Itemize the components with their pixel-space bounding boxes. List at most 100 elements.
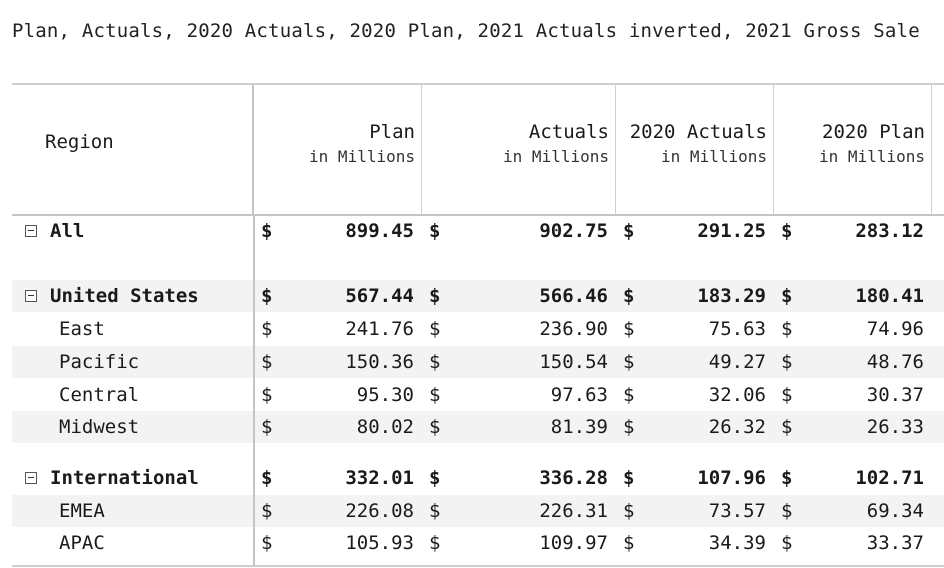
- currency-symbol: $: [781, 285, 793, 307]
- header-actuals-unit: in Millions: [503, 147, 609, 166]
- cell-value: 74.96: [866, 318, 924, 340]
- cell-value: 107.96: [697, 467, 766, 489]
- header-actuals[interactable]: Actuals in Millions: [422, 85, 616, 214]
- cell-value: 180.41: [855, 285, 924, 307]
- currency-symbol: $: [781, 318, 793, 340]
- currency-symbol: $: [781, 500, 793, 522]
- row-label: United States: [50, 285, 199, 307]
- row-label: Midwest: [59, 416, 140, 438]
- currency-symbol: $: [261, 318, 273, 340]
- cell-value: 902.75: [539, 220, 608, 242]
- cell-value: 48.76: [866, 351, 924, 373]
- cell-value: 150.54: [539, 351, 608, 373]
- collapse-toggle-icon[interactable]: [25, 472, 37, 484]
- cell-value: 30.37: [866, 384, 924, 406]
- chart-title: Plan, Actuals, 2020 Actuals, 2020 Plan, …: [12, 20, 920, 42]
- currency-symbol: $: [781, 220, 793, 242]
- currency-symbol: $: [429, 220, 441, 242]
- currency-symbol: $: [781, 384, 793, 406]
- cell-value: 102.71: [855, 467, 924, 489]
- table-row: EMEA $226.08 $226.31 $73.57 $69.34: [12, 495, 944, 527]
- header-2020-plan-unit: in Millions: [819, 147, 925, 166]
- currency-symbol: $: [623, 285, 635, 307]
- cell-value: 33.37: [866, 532, 924, 554]
- cell-value: 150.36: [345, 351, 414, 373]
- row-label: East: [59, 318, 105, 340]
- cell-value: 81.39: [550, 416, 608, 438]
- collapse-toggle-icon[interactable]: [25, 290, 37, 302]
- currency-symbol: $: [781, 351, 793, 373]
- cell-value: 566.46: [539, 285, 608, 307]
- row-label: EMEA: [59, 500, 105, 522]
- header-plan-unit: in Millions: [309, 147, 415, 166]
- currency-symbol: $: [623, 467, 635, 489]
- table-row: APAC $105.93 $109.97 $34.39 $33.37: [12, 527, 944, 559]
- region-column-divider: [253, 214, 255, 565]
- cell-value: 183.29: [697, 285, 766, 307]
- table-row: Central $95.30 $97.63 $32.06 $30.37: [12, 379, 944, 411]
- row-label: All: [50, 220, 85, 242]
- cell-value: 49.27: [708, 351, 766, 373]
- cell-value: 283.12: [855, 220, 924, 242]
- collapse-toggle-icon[interactable]: [25, 225, 37, 237]
- currency-symbol: $: [781, 532, 793, 554]
- cell-value: 226.08: [345, 500, 414, 522]
- cell-value: 567.44: [345, 285, 414, 307]
- group-row: International $332.01 $336.28 $107.96 $102.7…: [12, 462, 944, 494]
- cell-value: 105.93: [345, 532, 414, 554]
- row-label: Central: [59, 384, 140, 406]
- cell-value: 26.32: [708, 416, 766, 438]
- pivot-grid: Region Plan in Millions Actuals in Milli…: [12, 83, 944, 567]
- cell-value: 69.34: [866, 500, 924, 522]
- cell-value: 109.97: [539, 532, 608, 554]
- header-actuals-label: Actuals: [528, 121, 609, 143]
- currency-symbol: $: [429, 467, 441, 489]
- currency-symbol: $: [429, 532, 441, 554]
- currency-symbol: $: [429, 500, 441, 522]
- currency-symbol: $: [429, 384, 441, 406]
- currency-symbol: $: [623, 500, 635, 522]
- row-label: APAC: [59, 532, 105, 554]
- group-row: United States $567.44 $566.46 $183.29 $180.4…: [12, 280, 944, 312]
- cell-value: 97.63: [550, 384, 608, 406]
- currency-symbol: $: [261, 500, 273, 522]
- currency-symbol: $: [261, 532, 273, 554]
- cell-value: 241.76: [345, 318, 414, 340]
- currency-symbol: $: [623, 220, 635, 242]
- currency-symbol: $: [429, 416, 441, 438]
- currency-symbol: $: [429, 285, 441, 307]
- header-2020-plan[interactable]: 2020 Plan in Millions: [774, 85, 932, 214]
- currency-symbol: $: [623, 351, 635, 373]
- currency-symbol: $: [429, 318, 441, 340]
- header-2020-actuals-unit: in Millions: [661, 147, 767, 166]
- header-region-label: Region: [45, 131, 114, 153]
- cell-value: 73.57: [708, 500, 766, 522]
- table-row: Midwest $80.02 $81.39 $26.32 $26.33: [12, 411, 944, 443]
- table-row: East $241.76 $236.90 $75.63 $74.96: [12, 313, 944, 345]
- currency-symbol: $: [261, 351, 273, 373]
- cell-value: 899.45: [345, 220, 414, 242]
- currency-symbol: $: [781, 467, 793, 489]
- currency-symbol: $: [261, 220, 273, 242]
- currency-symbol: $: [429, 351, 441, 373]
- currency-symbol: $: [261, 416, 273, 438]
- header-2020-plan-label: 2020 Plan: [822, 121, 925, 143]
- cell-value: 34.39: [708, 532, 766, 554]
- cell-value: 291.25: [697, 220, 766, 242]
- currency-symbol: $: [623, 318, 635, 340]
- cell-value: 26.33: [866, 416, 924, 438]
- grid-header: Region Plan in Millions Actuals in Milli…: [12, 85, 944, 216]
- cell-value: 236.90: [539, 318, 608, 340]
- cell-value: 75.63: [708, 318, 766, 340]
- cell-value: 32.06: [708, 384, 766, 406]
- header-2020-actuals-label: 2020 Actuals: [629, 121, 767, 143]
- header-plan[interactable]: Plan in Millions: [254, 85, 422, 214]
- table-row: Pacific $150.36 $150.54 $49.27 $48.76: [12, 346, 944, 378]
- row-label: International: [50, 467, 199, 489]
- cell-value: 226.31: [539, 500, 608, 522]
- header-region[interactable]: Region: [12, 85, 254, 214]
- currency-symbol: $: [623, 384, 635, 406]
- currency-symbol: $: [261, 467, 273, 489]
- header-2020-actuals[interactable]: 2020 Actuals in Millions: [616, 85, 774, 214]
- currency-symbol: $: [781, 416, 793, 438]
